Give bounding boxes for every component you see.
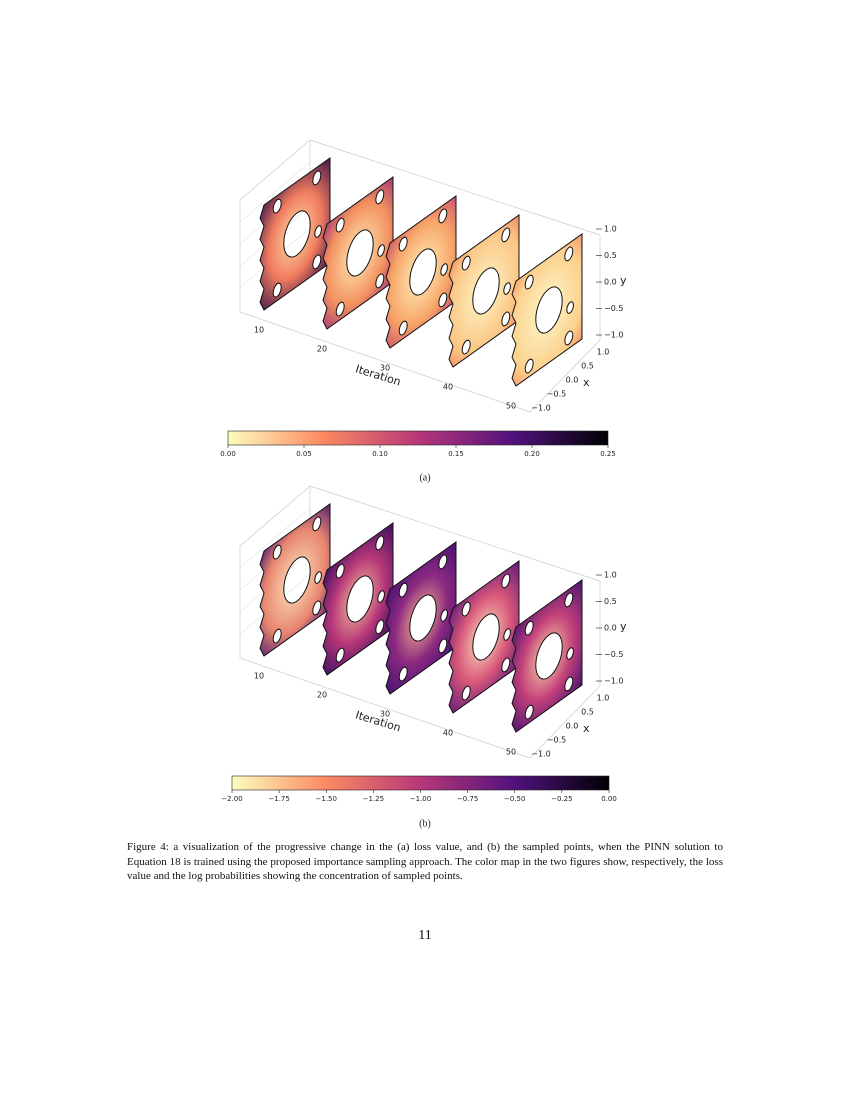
colorbar-tick-label: −1.75 — [268, 795, 289, 803]
colorbar — [231, 775, 610, 791]
iteration-tick-label: 40 — [443, 383, 453, 392]
caption: Figure 4: a visualization of the progres… — [127, 841, 723, 882]
iteration-tick-label: 30 — [380, 710, 390, 719]
axis-pane-edge — [239, 657, 531, 759]
colorbar — [227, 430, 609, 446]
x-tick-label: −0.5 — [547, 390, 566, 399]
colorbar-tick-label: −2.00 — [221, 795, 242, 803]
y-tick-label: 0.5 — [604, 251, 617, 260]
sample-slice — [512, 580, 582, 735]
axis-pane-edge — [529, 339, 601, 413]
iteration-tick-label: 50 — [506, 402, 516, 411]
y-tick-label: 0.0 — [604, 278, 617, 287]
y-axis-label: y — [620, 620, 627, 633]
colorbar-tick-label: 0.10 — [372, 450, 388, 458]
x-tick-label: 0.0 — [566, 376, 579, 385]
iteration-axis-label: Iteration — [354, 362, 402, 388]
y-axis-label: y — [620, 274, 627, 287]
colorbar-tick-label: 0.15 — [448, 450, 464, 458]
y-tick-label: −1.0 — [604, 331, 623, 340]
x-tick-label: −1.0 — [531, 404, 550, 413]
x-tick-label: −1.0 — [531, 750, 550, 759]
y-tick-label: 1.0 — [604, 571, 617, 580]
sample-slice — [323, 523, 393, 678]
subfigure-label: (a) — [419, 472, 430, 483]
pane-grid — [239, 161, 311, 223]
iteration-tick-label: 20 — [317, 345, 327, 354]
axis-pane-edge — [309, 139, 601, 236]
colorbar-tick-label: 0.00 — [220, 450, 236, 458]
sample-slice — [512, 234, 582, 389]
sample-slice — [260, 158, 330, 313]
page-number: 11 — [418, 928, 432, 943]
sample-slice — [386, 196, 456, 351]
x-tick-label: 0.5 — [581, 708, 594, 717]
x-tick-label: −0.5 — [547, 736, 566, 745]
sample-slice — [260, 504, 330, 659]
colorbar-tick-label: −1.00 — [410, 795, 431, 803]
x-tick-label: 0.5 — [581, 362, 594, 371]
colorbar-tick-label: −0.50 — [504, 795, 525, 803]
colorbar-tick-label: −0.25 — [551, 795, 572, 803]
sample-slice — [386, 542, 456, 697]
colorbar-tick-label: −1.25 — [363, 795, 384, 803]
axis-pane-edge — [529, 685, 601, 759]
colorbar-tick-label: 0.05 — [296, 450, 312, 458]
x-axis-label: x — [583, 722, 590, 735]
x-tick-label: 1.0 — [597, 348, 610, 357]
y-tick-label: 1.0 — [604, 225, 617, 234]
axis-pane-edge — [239, 311, 531, 413]
x-axis-label: x — [583, 376, 590, 389]
y-tick-label: 0.0 — [604, 624, 617, 633]
iteration-axis-label: Iteration — [354, 708, 402, 734]
colorbar-tick-label: −0.75 — [457, 795, 478, 803]
colorbar-tick-label: 0.00 — [601, 795, 617, 803]
pane-grid — [239, 507, 311, 569]
axis-pane-edge — [239, 485, 311, 547]
y-tick-label: −1.0 — [604, 677, 623, 686]
x-tick-label: 1.0 — [597, 694, 610, 703]
figures: 1020304050Iteration1.00.50.0−0.5−1.0y1.0… — [220, 0, 627, 829]
colorbar-tick-label: −1.50 — [316, 795, 337, 803]
axis-pane-edge — [239, 139, 311, 201]
iteration-tick-label: 50 — [506, 748, 516, 757]
sample-slice — [323, 177, 393, 332]
iteration-tick-label: 20 — [317, 691, 327, 700]
iteration-tick-label: 40 — [443, 729, 453, 738]
iteration-tick-label: 10 — [254, 326, 264, 335]
x-tick-label: 0.0 — [566, 722, 579, 731]
y-tick-label: −0.5 — [604, 304, 623, 313]
axis-pane-edge — [309, 485, 601, 582]
y-tick-label: −0.5 — [604, 650, 623, 659]
iteration-tick-label: 30 — [380, 364, 390, 373]
sample-slice — [449, 561, 519, 716]
sample-slice — [449, 215, 519, 370]
subfigure-label: (b) — [419, 818, 431, 829]
y-tick-label: 0.5 — [604, 597, 617, 606]
iteration-tick-label: 10 — [254, 672, 264, 681]
colorbar-tick-label: 0.25 — [600, 450, 616, 458]
colorbar-tick-label: 0.20 — [524, 450, 540, 458]
